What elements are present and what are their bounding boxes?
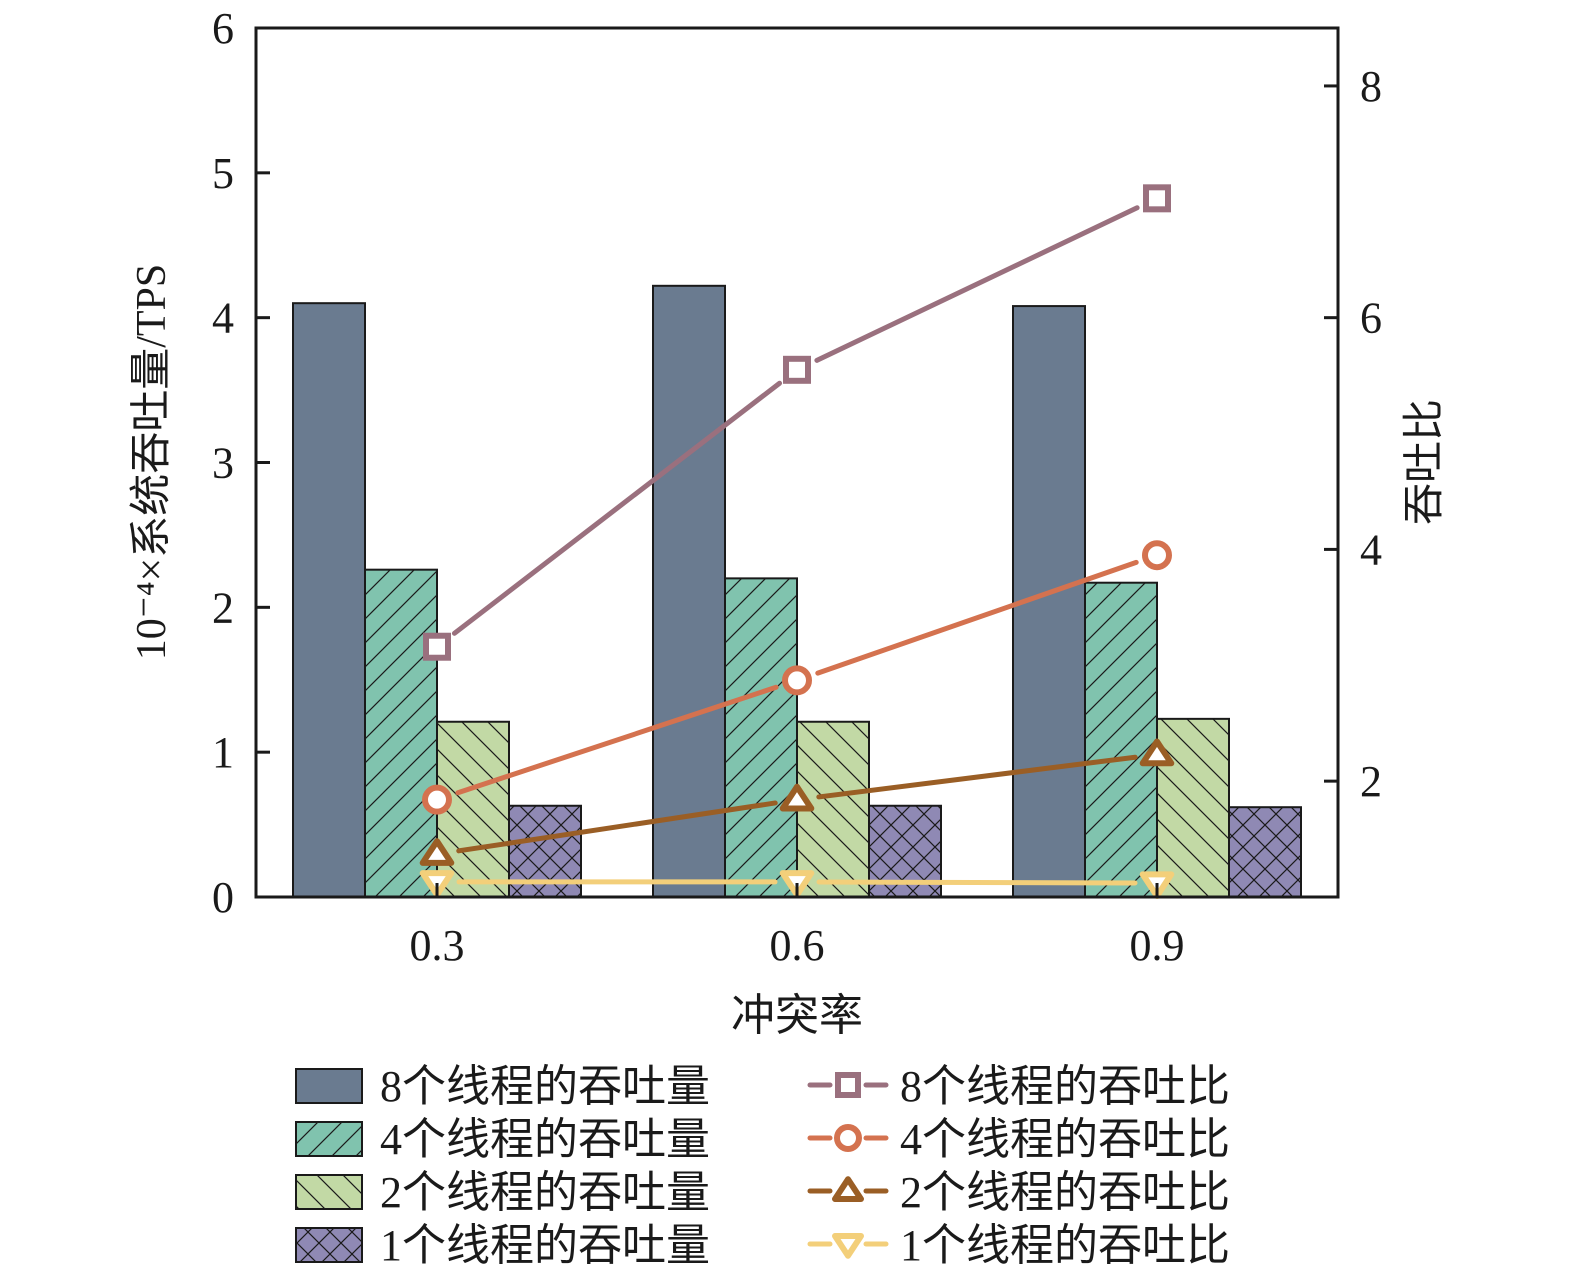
y-tick-label: 0 bbox=[212, 873, 234, 922]
legend-swatch-back-hatch bbox=[295, 1174, 363, 1210]
y2-tick-label: 2 bbox=[1360, 757, 1382, 806]
legend-marker-triangle-up bbox=[832, 1176, 864, 1202]
legend-label: 1个线程的吞吐比 bbox=[900, 1221, 1230, 1270]
bar-forward-hatch-0.3 bbox=[364, 568, 438, 899]
line-segment-circle bbox=[815, 559, 1139, 676]
axes-layer: 0 1 2 3 4 5 6 2 4 6 8 0.3 0.6 0.9 bbox=[212, 4, 1382, 970]
y-tick-label: 3 bbox=[212, 439, 234, 488]
y-axis-title: 10⁻⁴×系统吞吐量/TPS bbox=[129, 264, 175, 661]
y2-tick-label: 6 bbox=[1360, 294, 1382, 343]
marker-circle-0.9 bbox=[1142, 540, 1172, 571]
y-tick-label: 6 bbox=[212, 4, 234, 53]
y-tick-label: 2 bbox=[212, 583, 234, 632]
legend-label: 2个线程的吞吐比 bbox=[900, 1168, 1230, 1217]
line-segment-triangle-down bbox=[816, 879, 1138, 886]
y2-tick-label: 4 bbox=[1360, 525, 1382, 574]
marker-circle-0.3 bbox=[422, 784, 452, 815]
legend-marker-square bbox=[835, 1072, 861, 1098]
legend-marker-circle bbox=[834, 1124, 862, 1152]
y-tick-label: 5 bbox=[212, 149, 234, 198]
line-segment-square bbox=[451, 380, 783, 636]
legend-label: 2个线程的吞吐量 bbox=[380, 1168, 710, 1217]
x-tick-label: 0.3 bbox=[410, 921, 465, 970]
bar-solid-0.6 bbox=[652, 284, 726, 898]
legend-label: 4个线程的吞吐比 bbox=[900, 1115, 1230, 1164]
marker-triangle-up-0.3 bbox=[419, 838, 455, 866]
legend-swatch-forward-hatch bbox=[295, 1121, 363, 1157]
bars-layer bbox=[292, 284, 1302, 899]
legend-label: 4个线程的吞吐量 bbox=[380, 1115, 710, 1164]
bar-back-hatch-0.9 bbox=[1156, 717, 1230, 898]
lines-layer bbox=[419, 184, 1175, 900]
line-segment-square bbox=[814, 205, 1140, 363]
legend-swatch-solid bbox=[295, 1068, 363, 1104]
bar-forward-hatch-0.9 bbox=[1084, 581, 1158, 898]
x-tick-label: 0.6 bbox=[770, 921, 825, 970]
marker-square-0.3 bbox=[423, 632, 451, 661]
marker-square-0.9 bbox=[1143, 184, 1171, 213]
y-tick-label: 4 bbox=[212, 294, 234, 343]
line-segment-triangle-up bbox=[816, 754, 1138, 800]
legend-label: 8个线程的吞吐量 bbox=[380, 1062, 710, 1111]
marker-square-0.6 bbox=[783, 355, 811, 384]
bar-solid-0.3 bbox=[292, 302, 366, 898]
x-axis-title: 冲突率 bbox=[731, 991, 863, 1040]
bar-forward-hatch-0.6 bbox=[724, 577, 798, 898]
legend-swatch-cross-hatch bbox=[295, 1227, 363, 1263]
x-tick-label: 0.9 bbox=[1130, 921, 1185, 970]
y2-axis-title: 吞吐比 bbox=[1402, 399, 1448, 525]
marker-triangle-up-0.9 bbox=[1139, 738, 1175, 767]
bar-cross-hatch-0.9 bbox=[1228, 806, 1302, 898]
line-segment-circle bbox=[455, 684, 779, 796]
line-segment-triangle-up bbox=[456, 800, 778, 854]
legend-label: 1个线程的吞吐量 bbox=[380, 1221, 710, 1270]
legend-marker-triangle-down bbox=[832, 1233, 864, 1259]
y-tick-label: 1 bbox=[212, 728, 234, 777]
marker-triangle-up-0.6 bbox=[779, 783, 815, 812]
marker-circle-0.6 bbox=[782, 665, 812, 696]
legend-label: 8个线程的吞吐比 bbox=[900, 1062, 1230, 1111]
y2-tick-label: 8 bbox=[1360, 62, 1382, 111]
